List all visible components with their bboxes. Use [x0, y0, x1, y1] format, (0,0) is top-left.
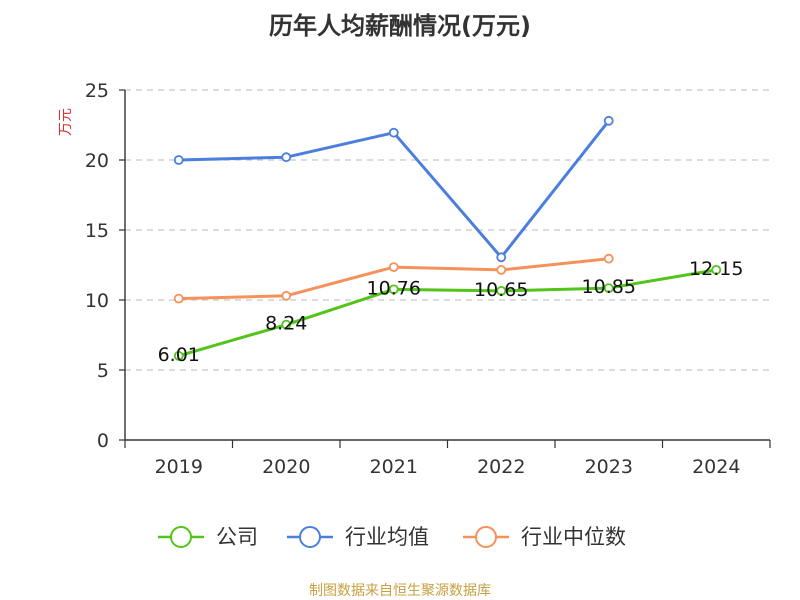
- y-axis-label: 万元: [58, 108, 74, 136]
- data-label: 12.15: [689, 258, 743, 280]
- data-point[interactable]: [388, 262, 399, 273]
- y-tick-label: 5: [97, 360, 109, 382]
- chart-title: 历年人均薪酬情况(万元): [269, 12, 531, 40]
- data-label: 10.85: [582, 276, 636, 298]
- x-tick-label: 2023: [585, 456, 633, 478]
- y-tick-label: 15: [85, 220, 109, 242]
- data-label: 8.24: [265, 313, 307, 335]
- series-line-0: [178, 268, 717, 358]
- y-tick-label: 0: [97, 430, 109, 452]
- data-label: 6.01: [158, 344, 200, 366]
- data-point[interactable]: [388, 127, 399, 138]
- data-point[interactable]: [603, 253, 614, 264]
- data-point[interactable]: [603, 283, 614, 294]
- series-line-1: [178, 119, 610, 259]
- data-point[interactable]: [496, 264, 507, 275]
- data-point[interactable]: [388, 284, 399, 295]
- data-point[interactable]: [603, 115, 614, 126]
- legend-item-1[interactable]: 行业均值: [287, 525, 429, 549]
- data-point[interactable]: [281, 152, 292, 163]
- grid: [125, 89, 770, 371]
- data-point[interactable]: [281, 319, 292, 330]
- data-label: 10.76: [367, 277, 421, 299]
- axes: 0 5 10 15 20 25 2019 2020 2021 2022 2023 2024: [85, 80, 771, 478]
- legend-label: 行业均值: [345, 525, 429, 549]
- legend-label: 公司: [216, 525, 258, 549]
- source-note: 制图数据来自恒生聚源数据库: [309, 583, 491, 599]
- data-point[interactable]: [173, 293, 184, 304]
- x-tick-label: 2021: [370, 456, 418, 478]
- legend-marker: [299, 526, 321, 548]
- x-tick-label: 2022: [477, 456, 525, 478]
- data-label: 10.65: [474, 279, 528, 301]
- legend-label: 行业中位数: [521, 525, 626, 549]
- data-point[interactable]: [711, 264, 722, 275]
- legend-marker: [475, 526, 497, 548]
- legend-item-0[interactable]: 公司: [158, 525, 258, 549]
- data-point[interactable]: [281, 290, 292, 301]
- y-tick-label: 10: [85, 290, 109, 312]
- x-tick-label: 2024: [692, 456, 740, 478]
- data-point[interactable]: [496, 285, 507, 296]
- x-tick-label: 2020: [262, 456, 310, 478]
- legend-marker: [170, 526, 192, 548]
- legend[interactable]: 公司 行业均值 行业中位数: [158, 525, 626, 549]
- data-point[interactable]: [496, 252, 507, 263]
- data-point[interactable]: [173, 350, 184, 361]
- series-layer: 6.01 8.24 10.76 10.65 10.85 12.15: [158, 115, 743, 366]
- data-point[interactable]: [173, 155, 184, 165]
- x-tick-label: 2019: [155, 456, 203, 478]
- y-tick-label: 25: [85, 80, 109, 102]
- legend-item-2[interactable]: 行业中位数: [463, 525, 626, 549]
- y-tick-label: 20: [85, 150, 109, 172]
